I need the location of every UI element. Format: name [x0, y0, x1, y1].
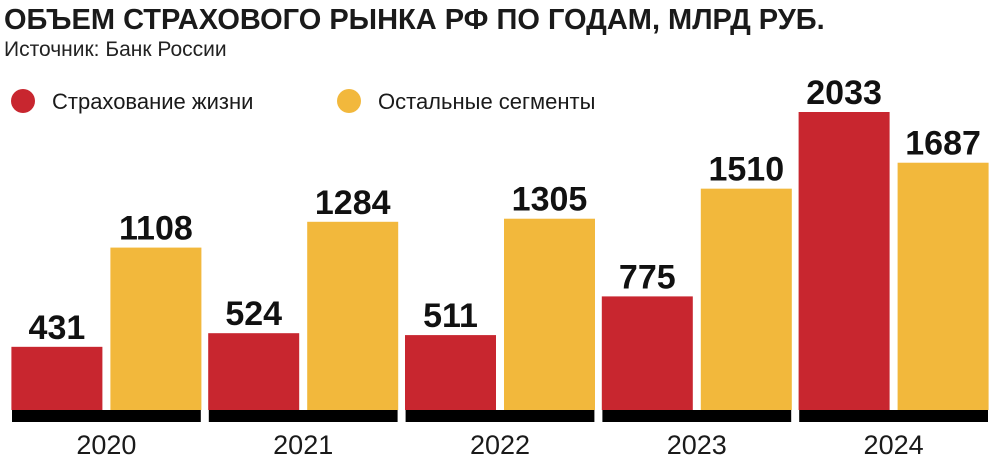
x-tick-label-2021: 2021	[273, 430, 333, 458]
bar-life-2023	[601, 296, 693, 410]
legend-label-other: Остальные сегменты	[378, 89, 595, 114]
chart-subtitle: Источник: Банк России	[4, 38, 227, 61]
value-label-other-2021: 1284	[315, 184, 391, 222]
bar-life-2024	[798, 112, 890, 410]
x-tick-label-2024: 2024	[864, 430, 924, 458]
value-label-other-2024: 1687	[905, 125, 981, 163]
legend-swatch-life	[11, 89, 35, 113]
bar-other-2022	[504, 218, 595, 410]
bar-life-2021	[208, 333, 300, 410]
value-label-life-2022: 511	[423, 297, 478, 335]
value-label-life-2021: 524	[225, 295, 282, 333]
bar-life-2022	[405, 335, 496, 410]
legend-label-life: Страхование жизни	[52, 89, 253, 114]
value-label-other-2023: 1510	[708, 151, 784, 189]
legend: Страхование жизни Остальные сегменты	[11, 89, 595, 114]
bar-other-2024	[897, 162, 989, 410]
baseline-segment-2022	[405, 410, 595, 422]
value-label-life-2024: 2033	[806, 74, 882, 112]
value-label-other-2022: 1305	[512, 181, 588, 219]
bar-other-2020	[110, 247, 202, 410]
bar-other-2021	[307, 221, 399, 410]
x-tick-label-2023: 2023	[667, 430, 727, 458]
baseline-segment-2021	[208, 410, 398, 422]
baseline-segment-2024	[799, 410, 988, 422]
baseline-segment-2023	[602, 410, 792, 422]
legend-swatch-other	[337, 89, 361, 113]
bar-other-2023	[700, 188, 792, 410]
value-label-other-2020: 1108	[119, 210, 193, 248]
plot-area: 431 1108 2020 524 1284 2021 511 1305 2022 775 1510…	[11, 74, 989, 458]
x-tick-label-2022: 2022	[470, 430, 530, 458]
bar-life-2020	[11, 346, 103, 410]
baseline-segment-2020	[12, 410, 201, 422]
value-label-life-2020: 431	[29, 309, 86, 347]
value-label-life-2023: 775	[619, 258, 676, 296]
x-tick-label-2020: 2020	[76, 430, 136, 458]
chart-title: ОБЪЕМ СТРАХОВОГО РЫНКА РФ ПО ГОДАМ, МЛРД…	[4, 4, 825, 36]
